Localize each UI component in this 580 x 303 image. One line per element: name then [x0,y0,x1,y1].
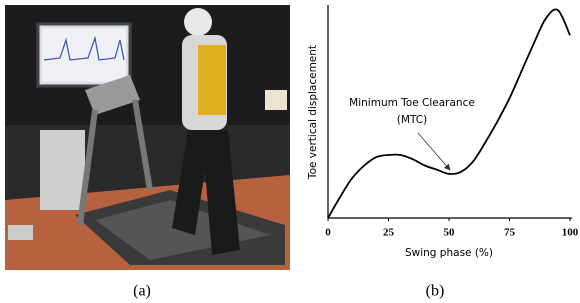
caption: (a) [133,283,151,300]
annotation: Minimum Toe Clearance [349,97,475,109]
page: Toe vertical displacement Swing phase (%… [0,0,580,303]
photo [5,5,290,270]
x-tick-label: 50 [444,227,456,239]
line [328,9,570,218]
figure: Toe vertical displacement Swing phase (%… [0,0,580,303]
caption: (b) [426,283,445,300]
y-axis-label: Toe vertical displacement [307,45,319,180]
x-tick-label: 25 [383,227,395,239]
x-tick-label: 0 [325,227,331,239]
x-tick-label: 75 [504,227,516,239]
x-tick-label: 100 [562,227,579,239]
x-axis-label: Swing phase (%) [405,247,493,259]
annotation: (MTC) [397,114,427,126]
